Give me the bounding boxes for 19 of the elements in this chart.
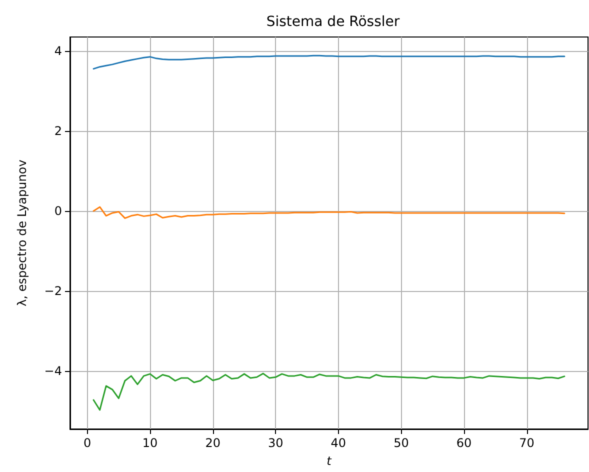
- y-tick-label: 0: [54, 204, 62, 218]
- y-tick-label: 2: [54, 124, 62, 138]
- x-tick-label: 50: [394, 436, 409, 450]
- line-series: [92, 372, 566, 411]
- x-tick-label: 10: [142, 436, 158, 450]
- y-tick-label: −2: [44, 284, 62, 298]
- line-series: [92, 206, 566, 219]
- x-tick-label: 30: [268, 436, 284, 450]
- line-series: [92, 54, 566, 70]
- x-tick-label: 40: [330, 436, 346, 450]
- y-tick-label: 4: [54, 44, 62, 58]
- x-tick-label: 60: [456, 436, 472, 450]
- y-axis-title: λ, espectro de Lyapunov: [15, 160, 29, 306]
- x-tick-label: 20: [205, 436, 220, 450]
- x-tick-label: 0: [83, 436, 92, 450]
- y-tick-label: −4: [44, 364, 62, 378]
- x-axis-title: t: [326, 454, 333, 468]
- chart-title: Sistema de Rössler: [266, 14, 400, 30]
- x-tick-label: 70: [519, 436, 534, 450]
